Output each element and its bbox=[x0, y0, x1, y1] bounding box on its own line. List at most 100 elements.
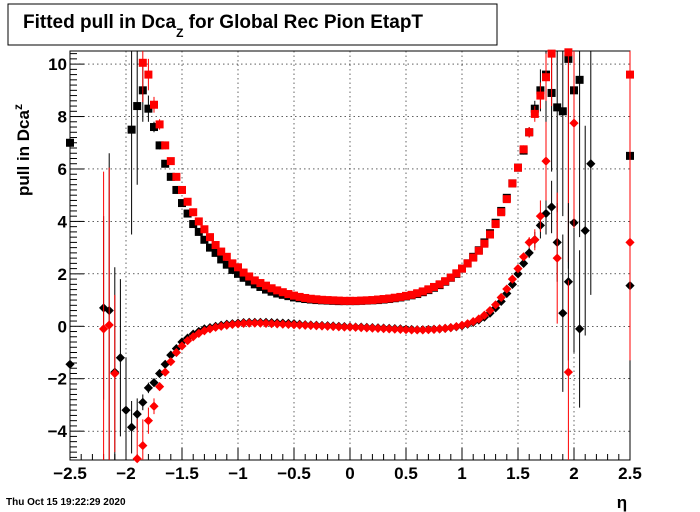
data-point-square bbox=[155, 120, 164, 129]
x-tick-label: 1 bbox=[457, 464, 466, 483]
data-point-square bbox=[211, 248, 220, 257]
data-point-square bbox=[66, 138, 74, 147]
data-point-diamond bbox=[423, 325, 433, 335]
data-point-diamond bbox=[440, 323, 450, 333]
data-point-square bbox=[245, 277, 254, 286]
x-tick-label: 0 bbox=[345, 464, 354, 483]
data-point-diamond bbox=[373, 323, 383, 333]
data-point-diamond bbox=[502, 284, 512, 294]
data-point-diamond bbox=[524, 248, 534, 258]
data-point-square bbox=[161, 159, 170, 168]
data-point-square bbox=[329, 296, 338, 305]
data-point-diamond bbox=[149, 378, 159, 388]
data-point-diamond bbox=[311, 321, 321, 331]
data-point-diamond bbox=[233, 319, 243, 329]
y-axis-title-subscript: z bbox=[11, 104, 25, 110]
data-point-square bbox=[558, 107, 567, 116]
data-point-square bbox=[144, 104, 153, 113]
data-point-diamond bbox=[155, 381, 165, 392]
data-point-diamond bbox=[334, 322, 344, 332]
data-point-diamond bbox=[239, 318, 249, 329]
data-point-square bbox=[161, 141, 170, 150]
data-point-diamond bbox=[222, 320, 232, 330]
data-point-diamond bbox=[183, 336, 193, 346]
data-point-square bbox=[150, 100, 158, 109]
data-point-diamond bbox=[356, 322, 366, 333]
y-tick-label: 8 bbox=[58, 108, 67, 127]
data-point-square bbox=[497, 208, 506, 217]
y-tick-label: 6 bbox=[58, 160, 67, 179]
title-box bbox=[7, 3, 498, 46]
data-point-diamond bbox=[317, 321, 327, 331]
data-point-square bbox=[234, 269, 242, 278]
data-point-diamond bbox=[563, 367, 573, 377]
data-point-square bbox=[542, 73, 550, 82]
data-point-diamond bbox=[485, 305, 495, 316]
data-point-square bbox=[172, 185, 181, 194]
data-point-square bbox=[340, 296, 349, 305]
x-tick-label: −1 bbox=[228, 464, 247, 483]
data-point-square bbox=[278, 288, 287, 297]
data-point-square bbox=[206, 233, 214, 242]
data-point-diamond bbox=[127, 422, 137, 432]
data-point-square bbox=[575, 75, 584, 84]
data-point-diamond bbox=[143, 416, 153, 426]
y-axis-title: pull in Dcaz bbox=[11, 104, 33, 196]
data-point-diamond bbox=[328, 321, 338, 332]
data-point-diamond bbox=[143, 383, 153, 393]
data-point-square bbox=[290, 291, 298, 300]
data-point-diamond bbox=[530, 235, 540, 245]
data-point-square bbox=[183, 197, 192, 206]
data-point-square bbox=[508, 179, 517, 188]
data-point-square bbox=[144, 70, 153, 79]
data-point-diamond bbox=[496, 292, 506, 303]
data-point-diamond bbox=[395, 324, 405, 335]
data-point-diamond bbox=[362, 323, 372, 333]
data-point-square bbox=[469, 253, 478, 262]
data-point-diamond bbox=[367, 323, 377, 333]
data-point-diamond bbox=[339, 322, 349, 332]
data-point-square bbox=[166, 172, 175, 181]
data-point-square bbox=[189, 220, 198, 229]
x-tick-label: −2 bbox=[116, 464, 135, 483]
data-point-square bbox=[312, 295, 321, 304]
data-point-square bbox=[318, 295, 326, 304]
data-point-diamond bbox=[401, 325, 411, 335]
data-point-diamond bbox=[121, 405, 131, 415]
data-point-square bbox=[200, 235, 209, 244]
data-point-square bbox=[362, 296, 371, 305]
data-point-square bbox=[133, 102, 142, 111]
data-point-square bbox=[172, 172, 181, 181]
data-point-square bbox=[222, 252, 231, 261]
y-axis-title-main: pull in Dca bbox=[14, 109, 33, 196]
data-point-square bbox=[368, 296, 377, 305]
data-point-diamond bbox=[390, 324, 400, 334]
data-point-diamond bbox=[513, 264, 523, 274]
data-point-diamond bbox=[552, 253, 562, 263]
data-point-square bbox=[547, 49, 556, 58]
data-point-diamond bbox=[535, 211, 545, 221]
data-point-square bbox=[273, 286, 282, 295]
data-point-square bbox=[553, 103, 562, 112]
data-point-square bbox=[379, 295, 388, 304]
data-point-square bbox=[301, 293, 310, 302]
chart-title-subscript: Z bbox=[176, 26, 183, 40]
data-point-square bbox=[250, 276, 259, 285]
data-point-square bbox=[155, 141, 164, 150]
data-point-diamond bbox=[177, 341, 187, 351]
data-point-square bbox=[178, 185, 186, 194]
data-point-square bbox=[502, 195, 511, 204]
timestamp: Thu Oct 15 19:22:29 2020 bbox=[6, 497, 126, 508]
data-point-diamond bbox=[451, 321, 461, 332]
data-point-square bbox=[480, 239, 489, 248]
data-point-square bbox=[323, 296, 332, 305]
x-tick-label: 1.5 bbox=[506, 464, 530, 483]
x-tick-label: 2 bbox=[569, 464, 578, 483]
data-point-diamond bbox=[323, 321, 333, 331]
data-point-diamond bbox=[132, 409, 142, 419]
data-point-diamond bbox=[211, 322, 221, 332]
data-point-diamond bbox=[507, 279, 517, 289]
axes: −2.5 −2 −1.5 −1 −0.5 0 0.5 1 1.5 2 2.5 −4 −2 0 2 4 6 8 10 bbox=[48, 53, 642, 483]
data-point-diamond bbox=[586, 159, 596, 169]
